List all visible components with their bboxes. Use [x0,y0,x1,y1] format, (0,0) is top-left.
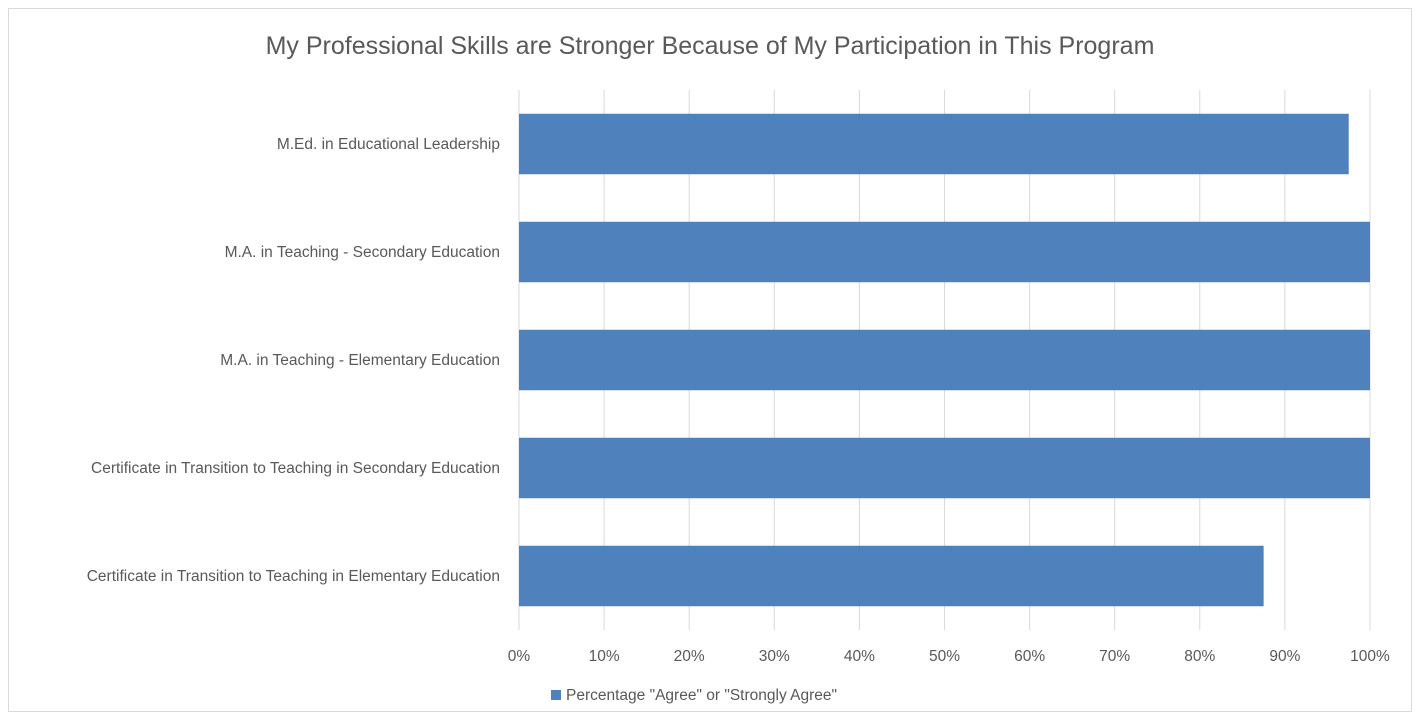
category-label: M.A. in Teaching - Elementary Education [220,352,500,369]
legend-swatch [551,690,561,700]
category-label: M.A. in Teaching - Secondary Education [225,244,500,261]
bar [519,113,1349,175]
x-tick-label: 50% [929,648,960,665]
x-tick-label: 80% [1184,648,1215,665]
bar [519,221,1370,283]
bar [519,545,1264,607]
chart-title: My Professional Skills are Stronger Beca… [266,32,1155,60]
x-tick-labels: 0% 10% 20% 30% 40% 50% 60% 70% 80% 90% 100% [508,648,1390,665]
category-label: Certificate in Transition to Teaching in… [91,460,500,477]
x-tick-label: 70% [1099,648,1130,665]
x-tick-label: 90% [1269,648,1300,665]
category-label: Certificate in Transition to Teaching in… [87,568,500,585]
category-label: M.Ed. in Educational Leadership [277,136,500,153]
legend: Percentage "Agree" or "Strongly Agree" [551,687,837,704]
x-tick-label: 0% [508,648,531,665]
x-tick-label: 20% [674,648,705,665]
bars [519,113,1370,607]
category-labels: M.Ed. in Educational Leadership M.A. in T… [87,136,500,585]
x-tick-label: 40% [844,648,875,665]
bar [519,329,1370,391]
x-tick-label: 10% [589,648,620,665]
bar [519,437,1370,499]
x-tick-label: 30% [759,648,790,665]
x-tick-label: 60% [1014,648,1045,665]
x-tick-label: 100% [1350,648,1390,665]
legend-label: Percentage "Agree" or "Strongly Agree" [566,687,837,704]
